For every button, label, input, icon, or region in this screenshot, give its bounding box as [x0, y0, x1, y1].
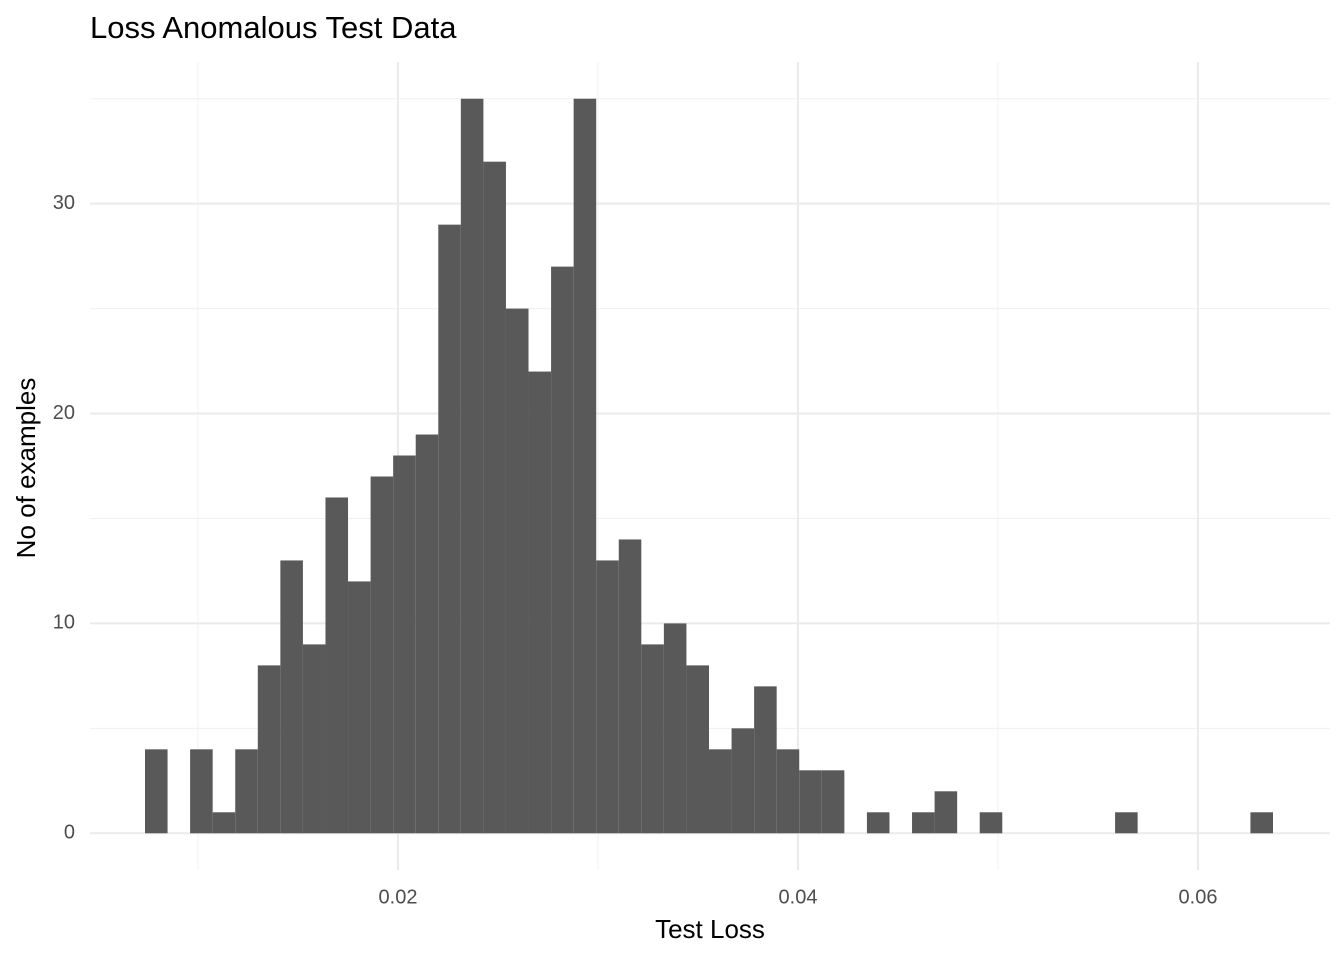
bar: [821, 770, 845, 834]
bar: [438, 224, 461, 834]
bar: [979, 812, 1003, 834]
chart-title: Loss Anomalous Test Data: [90, 10, 457, 45]
bar: [302, 644, 326, 834]
bar: [280, 560, 303, 834]
bar: [257, 665, 281, 834]
x-tick-label: 0.02: [379, 886, 418, 908]
y-tick-label: 20: [53, 402, 75, 424]
bar: [573, 98, 597, 834]
bar: [641, 644, 664, 834]
bar: [212, 812, 236, 834]
bar: [393, 455, 416, 834]
bar: [866, 812, 890, 834]
bar: [799, 770, 822, 834]
bar: [1115, 812, 1138, 834]
bar: [235, 749, 258, 834]
bar: [190, 749, 213, 834]
y-axis-title: No of examples: [11, 378, 41, 559]
bar: [934, 791, 958, 834]
bar: [145, 749, 168, 834]
bar: [370, 476, 394, 834]
y-tick-label: 0: [64, 822, 75, 844]
x-axis-title: Test Loss: [655, 914, 765, 944]
bar: [754, 686, 777, 834]
x-tick-label: 0.06: [1179, 886, 1218, 908]
y-tick-label: 30: [53, 192, 75, 214]
bar: [551, 266, 574, 834]
bar: [528, 371, 552, 834]
bar: [618, 539, 642, 834]
x-tick-label: 0.04: [779, 886, 818, 908]
bar: [415, 434, 439, 834]
bar: [1250, 812, 1273, 834]
bar: [912, 812, 935, 834]
bar: [596, 560, 619, 834]
y-tick-label: 10: [53, 612, 75, 634]
bar: [483, 161, 506, 834]
bar: [505, 308, 529, 834]
bar: [348, 581, 371, 834]
bar: [709, 749, 732, 834]
bar: [686, 665, 709, 834]
bar: [731, 728, 755, 834]
bar: [776, 749, 800, 834]
bar: [325, 497, 349, 834]
bar: [663, 623, 687, 834]
bar: [460, 98, 484, 834]
